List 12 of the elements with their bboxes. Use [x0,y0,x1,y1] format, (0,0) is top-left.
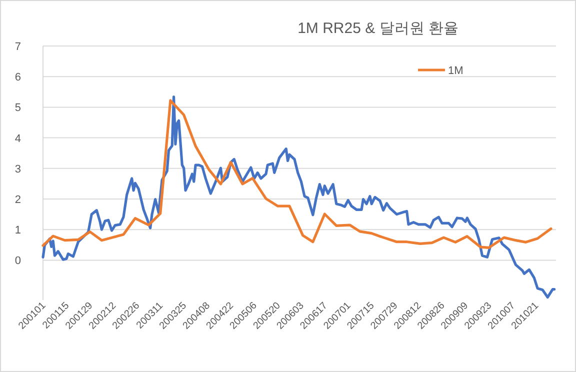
line-series [42,96,556,299]
y-tick-label: 7 [14,41,21,53]
y-tick-label: 0 [14,255,21,268]
y-tick-label: 3 [14,163,21,176]
y-tick-label: 4 [14,132,21,145]
y-tick-label: 6 [14,72,21,84]
y-tick-label: 2 [14,194,21,206]
chart-title: 1M RR25 & 달러원 환율 [298,20,458,37]
legend-label: 1M [448,65,464,77]
y-tick-label: 5 [14,102,21,114]
y-tick-label: 1 [14,224,21,237]
line-series [42,99,552,249]
